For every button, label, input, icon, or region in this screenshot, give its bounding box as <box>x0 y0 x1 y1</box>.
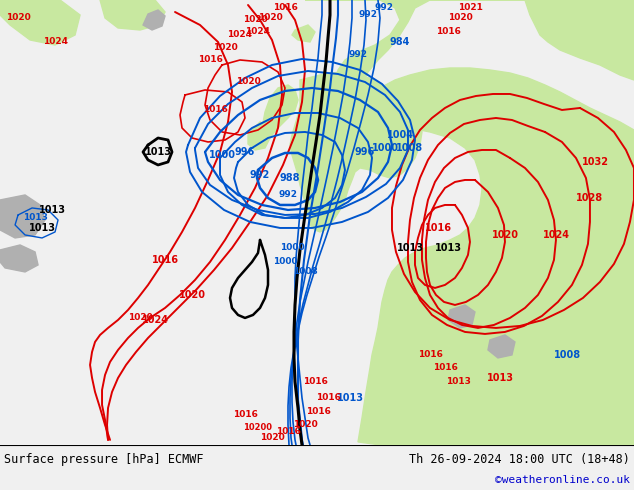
Text: 1028: 1028 <box>576 193 604 203</box>
Polygon shape <box>262 85 298 140</box>
Text: 1016: 1016 <box>152 255 179 265</box>
Polygon shape <box>0 0 80 45</box>
Text: 1016: 1016 <box>436 27 460 36</box>
Text: 1020: 1020 <box>236 77 261 87</box>
Text: 1013: 1013 <box>337 393 363 403</box>
Text: 992: 992 <box>375 3 394 13</box>
Text: 1004: 1004 <box>387 130 413 140</box>
Text: 1016: 1016 <box>276 427 301 437</box>
Text: 1016: 1016 <box>273 3 297 13</box>
Text: 996: 996 <box>235 147 255 157</box>
Text: 1008: 1008 <box>554 350 581 360</box>
Text: 1013: 1013 <box>396 243 424 253</box>
Text: Surface pressure [hPa] ECMWF: Surface pressure [hPa] ECMWF <box>4 453 204 466</box>
Polygon shape <box>305 0 634 95</box>
Polygon shape <box>290 72 422 232</box>
Text: 992: 992 <box>250 170 270 180</box>
Text: 1008: 1008 <box>396 143 424 153</box>
Text: 1016: 1016 <box>418 350 443 360</box>
Text: 1021: 1021 <box>458 3 482 13</box>
Text: Th 26-09-2024 18:00 UTC (18+48): Th 26-09-2024 18:00 UTC (18+48) <box>409 453 630 466</box>
Text: 1013: 1013 <box>486 373 514 383</box>
Text: 1008: 1008 <box>293 268 318 276</box>
Text: 1016: 1016 <box>203 105 228 115</box>
Text: 1020: 1020 <box>6 14 30 23</box>
Text: 1000: 1000 <box>273 257 297 267</box>
Text: 1024: 1024 <box>543 230 569 240</box>
Text: 992: 992 <box>278 191 297 199</box>
Text: 1020: 1020 <box>293 420 318 429</box>
Text: 1000: 1000 <box>280 244 304 252</box>
Text: 1020: 1020 <box>179 290 205 300</box>
Polygon shape <box>292 25 315 42</box>
Text: 1020: 1020 <box>243 16 268 24</box>
Polygon shape <box>488 335 515 358</box>
Text: 1013: 1013 <box>446 377 470 387</box>
Text: 10200: 10200 <box>243 423 273 432</box>
Polygon shape <box>248 122 270 150</box>
Text: 1020: 1020 <box>212 44 237 52</box>
Text: 1020: 1020 <box>127 314 152 322</box>
Text: 1016: 1016 <box>316 393 340 402</box>
Text: 992: 992 <box>349 50 368 59</box>
Text: ©weatheronline.co.uk: ©weatheronline.co.uk <box>495 475 630 485</box>
Polygon shape <box>0 245 38 272</box>
Polygon shape <box>315 68 634 445</box>
Text: 1016: 1016 <box>425 223 451 233</box>
Text: 1024: 1024 <box>228 30 252 40</box>
Text: 1013: 1013 <box>29 223 56 233</box>
Text: 1016: 1016 <box>233 411 257 419</box>
Text: 1020: 1020 <box>448 14 472 23</box>
Text: 1020: 1020 <box>260 434 285 442</box>
Text: 1013: 1013 <box>434 243 462 253</box>
Polygon shape <box>448 305 475 328</box>
Polygon shape <box>143 10 165 30</box>
Text: 1016: 1016 <box>302 377 327 387</box>
Text: 1024: 1024 <box>245 27 271 36</box>
Text: 1016: 1016 <box>198 55 223 65</box>
Text: 1013: 1013 <box>145 147 172 157</box>
Text: 1024: 1024 <box>42 38 68 47</box>
Text: 996: 996 <box>355 147 375 157</box>
Polygon shape <box>100 0 165 30</box>
Text: 1020: 1020 <box>491 230 519 240</box>
Text: 1000: 1000 <box>372 143 399 153</box>
Text: 1000: 1000 <box>209 150 235 160</box>
Text: 992: 992 <box>358 10 377 20</box>
Text: 1016: 1016 <box>306 407 330 416</box>
Polygon shape <box>0 195 45 238</box>
Text: 1013: 1013 <box>23 214 48 222</box>
Text: 1024: 1024 <box>141 315 169 325</box>
Text: 1032: 1032 <box>581 157 609 167</box>
Text: 1020: 1020 <box>257 14 282 23</box>
Text: 1016: 1016 <box>432 364 457 372</box>
Text: 988: 988 <box>280 173 301 183</box>
Text: 984: 984 <box>390 37 410 47</box>
Text: 1013: 1013 <box>39 205 65 215</box>
